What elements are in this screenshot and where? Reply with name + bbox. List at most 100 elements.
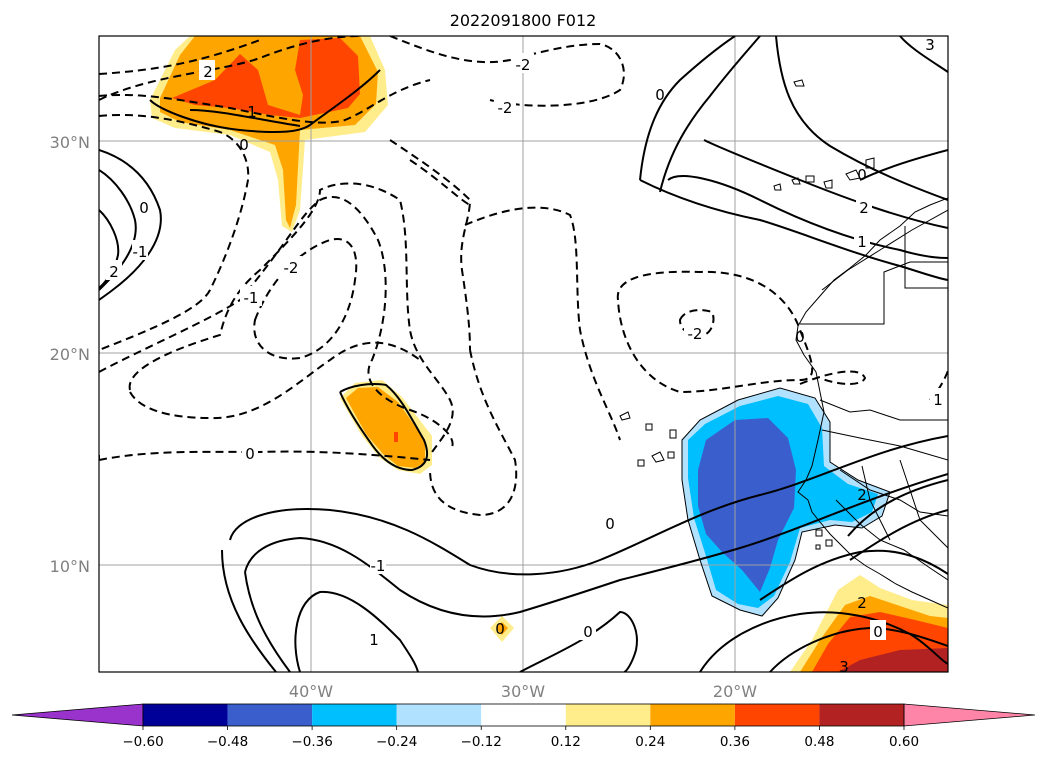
contour-label: 1: [247, 103, 257, 121]
contour-label-text: 1: [933, 391, 943, 409]
colorbar-bin: [734, 704, 820, 726]
contour-label: -2: [494, 96, 516, 117]
contour-label-text: -1: [371, 557, 386, 575]
contour-1-south: [244, 473, 948, 618]
island-bissagos-3: [815, 544, 821, 550]
contour-label-text: 2: [109, 263, 119, 281]
contour-label-text: -2: [688, 325, 703, 343]
contour-label: 0: [655, 86, 665, 104]
contour-label: 2: [856, 196, 872, 217]
negative-contours: [99, 36, 948, 517]
contour-neg-1-south: [99, 450, 431, 461]
contour-label-text: 0: [795, 328, 805, 346]
contour-label-text: 2: [859, 199, 869, 217]
island-canary-5: [845, 169, 861, 181]
border-line-1: [800, 261, 948, 325]
contour-1-africa-north: [659, 36, 761, 193]
contour-neg-2-west-loop: [253, 238, 358, 360]
contour-0-west-1: [99, 149, 162, 301]
colorbar-tick-label: −0.24: [376, 734, 417, 750]
contour-neg-1-center: [409, 159, 621, 441]
contour-neg-1-africa-loop: [616, 270, 814, 394]
contour-label: 0: [795, 328, 805, 346]
contour-label-text: 1: [247, 103, 257, 121]
contour-label: 0: [857, 166, 867, 184]
contour-label: 2: [199, 60, 215, 81]
positive-region-central-red-dot: [394, 432, 398, 442]
colorbar-bin: [312, 704, 397, 726]
contour-label: -1: [370, 554, 386, 575]
colorbar-tick-label: 0.48: [804, 734, 834, 750]
figure-title: 2022091800 F012: [450, 11, 597, 30]
island-canary-1: [773, 183, 782, 191]
lon-label: 20°W: [713, 682, 757, 701]
contour-label: -2: [280, 256, 302, 277]
contour-2-southcentral: [519, 610, 638, 672]
border-line-5: [839, 469, 948, 517]
contour-label-text: -2: [284, 259, 299, 277]
contour-label: 0: [495, 620, 505, 638]
contour-label-text: -2: [516, 56, 531, 74]
colorbar-tick-label: 0.36: [720, 734, 750, 750]
contour-1-africa: [667, 175, 948, 259]
colorbar-tick-label: 0.60: [889, 734, 919, 750]
contour-label-text: 1: [369, 631, 379, 649]
colorbar-tick-label: 0.12: [551, 734, 581, 750]
contour-0-se: [769, 626, 948, 672]
island-bissagos-2: [825, 539, 833, 547]
positive-region-central-orange: [346, 387, 425, 468]
colorbar-bin: [143, 704, 228, 726]
contour-label-text: 0: [239, 136, 249, 154]
colorbar-tick-label: −0.48: [207, 734, 248, 750]
contour-label: 1: [366, 628, 382, 649]
contour-label: 0: [239, 136, 249, 154]
contour-label-text: -2: [498, 99, 513, 117]
contour-neg-2-northcentral: [389, 36, 625, 107]
contour-label-text: 3: [839, 658, 849, 676]
contour-label-text: 0: [873, 623, 883, 641]
island-capeverde-2: [645, 423, 653, 431]
contour-2-africa: [703, 139, 948, 229]
island-capeverde-4: [651, 451, 665, 463]
contour-label: 2: [106, 260, 122, 281]
lat-label: 30°N: [50, 133, 90, 152]
contour-label: -2: [512, 53, 534, 74]
lat-label: 10°N: [50, 557, 90, 576]
border-line-3: [819, 399, 948, 421]
contour-label: -1: [240, 286, 262, 307]
contour-label: 0: [242, 442, 258, 463]
positive-contours: [99, 36, 948, 672]
contour-0-africa-north: [639, 36, 736, 181]
colorbar-extend-high: [903, 703, 1036, 727]
contour-label-text: 0: [139, 199, 149, 217]
contour-neg-2-north: [99, 36, 361, 101]
coastlines: [619, 79, 948, 609]
contour-neg-1-west: [99, 195, 454, 451]
contour-label-text: 2: [857, 486, 867, 504]
island-bissagos-1: [815, 529, 823, 537]
colorbar-extend-low: [11, 703, 144, 727]
contour-3-ne-corner: [899, 36, 948, 73]
contour-label: -1: [132, 240, 148, 261]
contour-0-central: [339, 382, 429, 472]
lon-labels: 40°W 30°W 20°W: [289, 682, 757, 701]
contour-neg-2-central-loop: [129, 341, 421, 420]
colorbar-tick-label: −0.60: [122, 734, 163, 750]
negative-region-royalblue: [698, 418, 796, 592]
colorbar-bin: [396, 704, 482, 726]
contour-0-main-south: [221, 549, 277, 672]
contour-label: 0: [602, 512, 618, 533]
contour-blue-outline: [681, 387, 891, 617]
contour-label-text: 0: [857, 166, 867, 184]
map-frame: [98, 35, 949, 673]
colorbar-tick-label: −0.12: [461, 734, 502, 750]
contour-2-se: [759, 549, 948, 601]
colorbar-bin: [481, 704, 566, 726]
contour-neg-2-big: [128, 182, 454, 456]
border-line-6: [835, 499, 948, 581]
contour-2-ne: [859, 149, 948, 181]
colorbar-bin: [650, 704, 735, 726]
contour-label: 2: [857, 486, 867, 504]
colorbar-outline: [142, 703, 905, 727]
